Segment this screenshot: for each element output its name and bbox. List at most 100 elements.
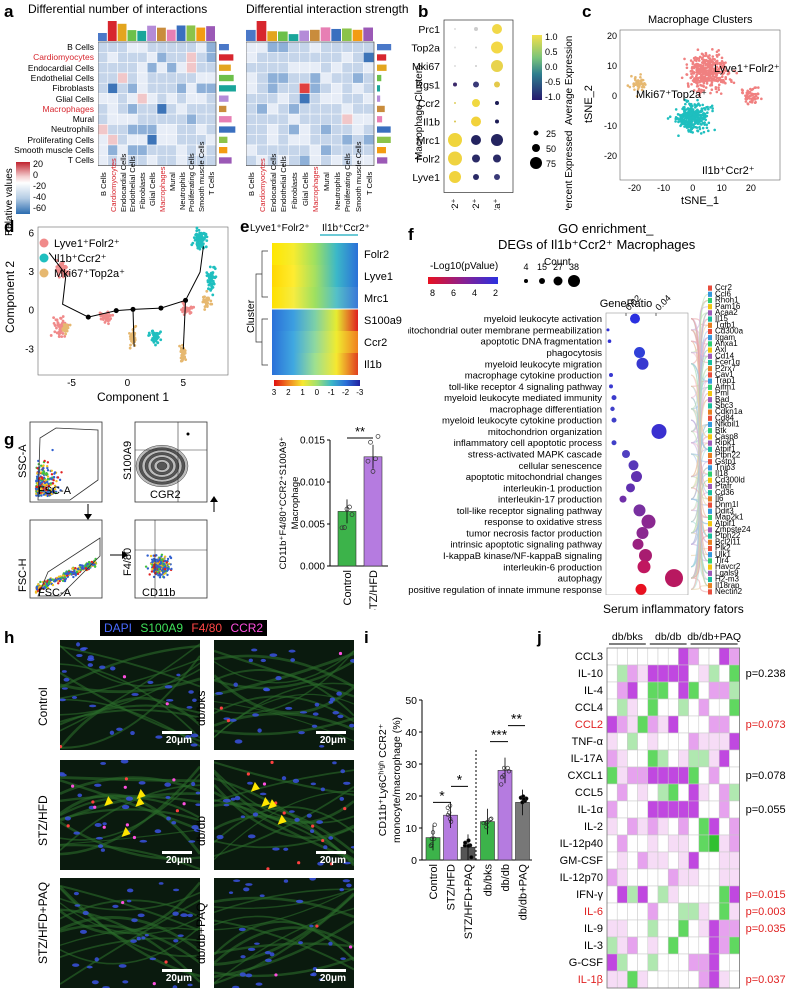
nucleus <box>126 888 134 893</box>
cell-point <box>212 265 215 269</box>
size-title: Percent Expressed <box>564 131 575 211</box>
heat-cell <box>299 62 311 74</box>
cell-point <box>197 228 201 232</box>
nucleus <box>332 761 337 765</box>
cell-point <box>203 305 207 309</box>
heat-cell <box>667 800 679 819</box>
marker-signal <box>315 924 319 928</box>
heat-cell <box>166 103 177 115</box>
heat-cell <box>166 155 177 166</box>
heat-row <box>272 287 358 309</box>
cell-point <box>741 91 745 95</box>
sankey-link <box>690 312 709 354</box>
gene-bar <box>708 589 712 595</box>
sig-mark: ** <box>511 711 522 727</box>
cell-point <box>66 270 70 273</box>
gene-label: Sbc3 <box>715 401 734 410</box>
cell-point <box>679 124 682 128</box>
row-label: Neutrophils <box>51 124 94 135</box>
nucleus <box>130 730 135 736</box>
cell-point <box>690 82 693 86</box>
heat-cell <box>688 902 700 921</box>
flow-event <box>152 575 156 579</box>
cell-point <box>710 88 714 92</box>
nucleus <box>350 658 354 663</box>
cell-point <box>714 69 718 72</box>
cell-point <box>676 113 680 116</box>
heat-cell <box>98 144 109 156</box>
y-label: Component 2 <box>3 261 17 333</box>
nucleus <box>318 744 325 748</box>
heat-cell <box>616 953 628 972</box>
cell-point <box>695 70 699 74</box>
cytokine-label: GM-CSF <box>560 855 604 867</box>
col-label: Endothelial Cells <box>128 156 138 212</box>
cell-point <box>681 113 684 116</box>
heat-cell <box>647 800 659 819</box>
cell-point <box>180 354 184 357</box>
flow-event <box>52 475 56 479</box>
nucleus <box>86 965 93 969</box>
cell-point <box>711 58 715 61</box>
nucleus <box>337 714 344 719</box>
sig-mark: * <box>439 787 445 803</box>
nucleus <box>94 957 99 962</box>
heat-cell <box>606 766 618 785</box>
heat-cell <box>667 817 679 836</box>
flow-event <box>41 477 44 481</box>
gene-bar <box>708 533 712 539</box>
marker-signal <box>343 806 347 811</box>
heat-cell <box>616 919 628 938</box>
heat-cell <box>107 72 118 84</box>
heat-cell <box>657 936 669 955</box>
heat-cell <box>331 72 343 84</box>
flow-event <box>151 567 154 571</box>
nucleus <box>176 673 181 677</box>
nucleus <box>110 666 116 671</box>
pvalue-tick: 4 <box>472 288 477 298</box>
nucleus <box>82 910 89 916</box>
pvalue-tick: 6 <box>451 288 456 298</box>
heat-cell <box>678 817 689 836</box>
heat-cell <box>729 953 740 972</box>
gene-bar <box>708 527 712 533</box>
sig-mark: ** <box>355 424 365 439</box>
flow-event <box>157 574 160 577</box>
y-label: CD11b⁺Ly6Cʰⁱᵍʰ CCR2⁺ <box>377 723 389 836</box>
nucleus <box>79 929 87 934</box>
heat-cell <box>256 144 268 156</box>
gene-bar <box>708 291 712 297</box>
top-bar <box>246 29 256 41</box>
cytokine-label: G-CSF <box>569 957 604 969</box>
cell-point <box>630 74 633 78</box>
heat-cell <box>627 851 638 870</box>
scale-bar <box>316 969 346 972</box>
flow-event <box>39 580 42 584</box>
marker-signal <box>274 973 278 977</box>
cell-point <box>717 83 721 87</box>
heat-cell <box>176 113 187 125</box>
go-term-label: stress-activated MAPK cascade <box>468 450 602 461</box>
go-dot <box>651 423 667 439</box>
cell-point <box>705 80 709 83</box>
flow-event <box>41 472 44 475</box>
cell-point <box>159 330 162 334</box>
heat-cell <box>246 72 257 84</box>
heat-cell <box>678 783 689 802</box>
nucleus <box>61 687 68 690</box>
cell-point <box>707 78 710 81</box>
cell-point <box>721 72 725 76</box>
heat-cell <box>246 103 257 115</box>
data-point <box>505 765 510 771</box>
gene-label: Nfkbil1 <box>715 420 740 429</box>
col-label: Macrophages <box>157 166 167 212</box>
heat-cell <box>186 103 197 115</box>
flow-event <box>53 471 57 474</box>
cell-point <box>207 287 210 291</box>
group-header: db/bks <box>612 631 643 643</box>
gene-bar <box>708 521 712 527</box>
gene-label: Ulk1 <box>715 550 732 559</box>
flow-event <box>46 491 50 494</box>
cell-point <box>700 84 704 87</box>
marker-signal <box>262 782 267 786</box>
